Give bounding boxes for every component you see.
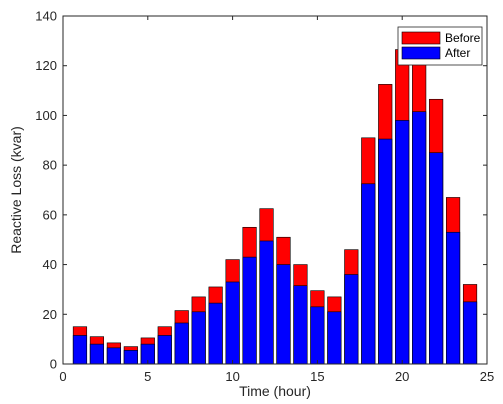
legend-label-after: After — [445, 46, 470, 60]
bar-after-3 — [106, 347, 121, 365]
ticks-group: 0 5 10 15 20 25 0 20 40 60 80 100 120 140 — [35, 9, 494, 385]
bar-after-23 — [445, 231, 461, 365]
x-tick-label: 20 — [395, 369, 409, 384]
bar-after-4 — [123, 350, 138, 365]
bar-after-15 — [310, 306, 325, 365]
x-tick-label: 25 — [480, 369, 494, 384]
bar-after-6 — [157, 335, 172, 365]
bar-after-24 — [462, 301, 478, 365]
bar-after-8 — [191, 311, 206, 365]
y-tick-label: 60 — [43, 207, 57, 222]
x-tick-label: 10 — [225, 369, 239, 384]
y-tick-label: 0 — [50, 357, 57, 372]
x-axis-label: Time (hour) — [239, 383, 311, 399]
bar-after-7 — [174, 322, 189, 365]
y-tick-label: 20 — [43, 307, 57, 322]
legend-swatch-after — [401, 46, 441, 60]
bar-after-1 — [72, 335, 88, 365]
y-tick-label: 140 — [35, 9, 57, 24]
y-tick-label: 120 — [35, 58, 57, 73]
legend-label-before: Before — [445, 31, 481, 45]
bar-after-17 — [344, 274, 359, 365]
y-tick-label: 40 — [43, 257, 57, 272]
x-tick-label: 0 — [59, 369, 66, 384]
bar-after-21 — [412, 111, 427, 365]
bar-after-9 — [208, 302, 223, 365]
x-tick-label: 5 — [144, 369, 151, 384]
axes-group — [62, 15, 488, 365]
axes-box — [62, 15, 488, 365]
bar-after-14 — [293, 285, 308, 365]
bar-after-16 — [327, 311, 342, 365]
bar-after-18 — [361, 183, 376, 365]
x-tick-label: 15 — [310, 369, 324, 384]
bar-after-22 — [429, 152, 444, 365]
bar-after-12 — [259, 240, 274, 365]
bar-after-10 — [225, 281, 240, 365]
y-axis-label: Reactive Loss (kvar) — [8, 126, 24, 254]
bar-after-19 — [378, 138, 393, 365]
bar-after-2 — [89, 343, 105, 365]
bar-after-11 — [242, 256, 257, 365]
y-tick-label: 100 — [35, 108, 57, 123]
legend-swatch-before — [401, 31, 441, 45]
y-tick-label: 80 — [43, 158, 57, 173]
bar-after-20 — [395, 120, 410, 365]
bar-after-13 — [276, 264, 291, 365]
